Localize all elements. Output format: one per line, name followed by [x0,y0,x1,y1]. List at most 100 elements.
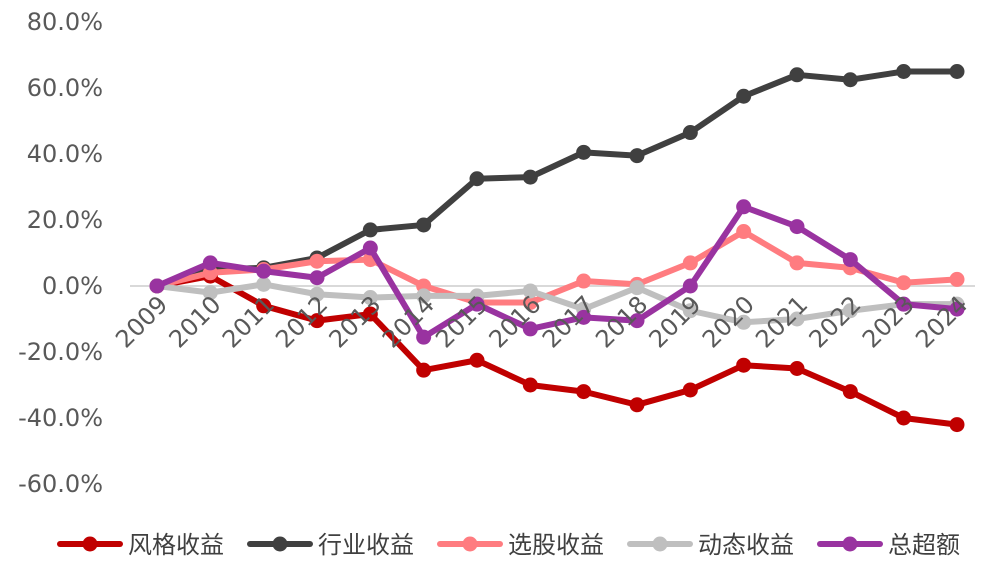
data-point [789,219,805,235]
data-point [362,240,378,256]
legend-label: 行业收益 [318,531,414,559]
legend-swatch-marker [842,536,858,552]
series-group [149,268,965,433]
x-tick-label: 2019 [644,290,707,353]
data-point [416,362,432,378]
data-point [576,384,592,400]
data-point [362,222,378,238]
legend-swatch-marker [272,536,288,552]
y-axis-ticks: 80.0% 60.0% 40.0% 20.0% 0.0% -20.0% -40.0% -60.… [18,8,103,498]
data-point [469,296,485,312]
x-tick-label: 2017 [537,290,600,353]
data-point [896,64,912,79]
legend-label: 总超额 [888,531,960,559]
data-point [629,148,645,164]
data-point [896,410,912,426]
data-point [309,286,325,302]
data-point [576,309,592,325]
series-line [154,281,960,326]
data-point [949,64,965,79]
data-point [202,255,218,271]
series-line [154,203,960,341]
series-line [154,273,960,428]
data-point [789,67,805,83]
series-group [149,199,965,345]
x-tick-label: 2023 [857,290,920,353]
data-point [522,321,538,337]
data-point [682,382,698,398]
data-point [522,295,538,310]
data-point [629,397,645,413]
data-point [309,270,325,286]
data-point [416,329,432,345]
series-group [149,276,965,330]
data-point [682,278,698,294]
data-point [576,273,592,289]
x-tick-label: 2009 [110,290,173,353]
data-point [256,263,272,279]
data-point [682,125,698,141]
data-point [362,306,378,322]
data-point [309,253,325,269]
legend-label: 风格收益 [128,531,224,559]
data-point [736,314,752,330]
data-point [842,303,858,319]
data-point [522,283,538,299]
data-point [362,290,378,306]
legend-label: 选股收益 [508,531,604,559]
series-group [149,64,965,294]
y-tick-label: 80.0% [27,8,103,36]
legend-item: 选股收益 [437,531,604,559]
series-line [154,228,960,306]
legend-item: 动态收益 [627,531,794,559]
legend-item: 总超额 [817,531,960,559]
y-tick-label: 60.0% [27,74,103,102]
data-point [309,313,325,329]
data-point [469,352,485,368]
data-point [256,276,272,292]
y-tick-label: -40.0% [18,404,103,432]
y-tick-label: -20.0% [18,338,103,366]
data-point [842,72,858,88]
data-point [522,169,538,185]
data-point [789,311,805,327]
legend-item: 行业收益 [247,531,414,559]
data-point [522,377,538,393]
y-tick-label: 20.0% [27,206,103,234]
legend-swatch-marker [462,536,478,552]
legend: 风格收益 行业收益 选股收益 动态收益 总超额 [57,531,960,559]
data-point [896,275,912,291]
data-point [469,171,485,187]
data-point [149,278,165,294]
legend-swatch-marker [82,536,98,552]
data-point [842,384,858,400]
data-point [682,255,698,271]
data-point [789,361,805,376]
data-point [576,144,592,160]
data-point [682,303,698,319]
data-point [949,271,965,287]
data-point [256,298,272,314]
data-point [949,417,965,433]
data-point [629,280,645,296]
series-lines [149,64,965,433]
data-point [736,199,752,215]
x-tick-label: 2024 [910,290,973,353]
legend-swatch-marker [652,536,668,552]
x-tick-label: 2022 [804,290,867,353]
y-tick-label: 0.0% [42,272,103,300]
data-point [789,255,805,271]
data-point [416,288,432,304]
data-point [736,224,752,240]
data-point [896,296,912,312]
y-tick-label: 40.0% [27,140,103,168]
legend-item: 风格收益 [57,531,224,559]
legend-label: 动态收益 [698,531,794,559]
x-tick-label: 2010 [164,290,227,353]
y-tick-label: -60.0% [18,470,103,498]
data-point [736,357,752,373]
data-point [736,88,752,104]
data-point [629,313,645,329]
